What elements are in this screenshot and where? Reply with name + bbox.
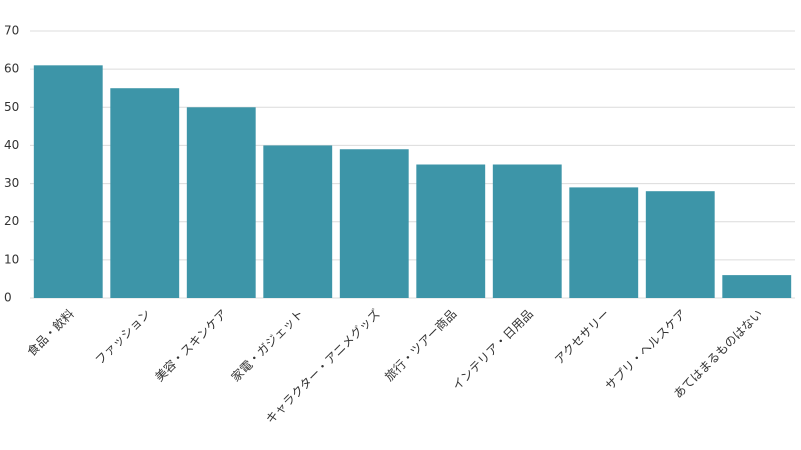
y-tick-label: 20	[4, 214, 19, 228]
x-tick-label: 美容・スキンケア	[152, 306, 230, 384]
y-tick-label: 40	[4, 138, 19, 152]
bar	[645, 191, 715, 298]
x-tick-label: 旅行・ツアー商品	[381, 306, 459, 384]
bar	[569, 187, 639, 298]
y-tick-label: 0	[4, 291, 12, 305]
bar	[263, 145, 333, 298]
bar	[492, 164, 562, 298]
y-tick-label: 10	[4, 252, 19, 266]
x-tick-label: あてはまるものはない	[671, 307, 765, 401]
bar	[416, 164, 486, 298]
y-tick-label: 30	[4, 176, 19, 190]
y-tick-label: 70	[4, 24, 19, 38]
x-tick-label: 家電・ガジェット	[228, 306, 306, 384]
x-tick-label: アクセサリー	[552, 307, 612, 367]
bar	[33, 65, 103, 298]
y-tick-label: 50	[4, 100, 19, 114]
y-tick-label: 60	[4, 62, 19, 76]
x-tick-label: インテリア・日用品	[450, 307, 536, 393]
bar	[722, 275, 792, 298]
bar	[186, 107, 256, 299]
x-tick-label: ファッション	[93, 307, 154, 368]
x-tick-label: サプリ・ヘルスケア	[603, 307, 689, 393]
bar	[339, 149, 409, 298]
bar	[110, 88, 180, 298]
x-tick-label: 食品・飲料	[24, 306, 77, 359]
